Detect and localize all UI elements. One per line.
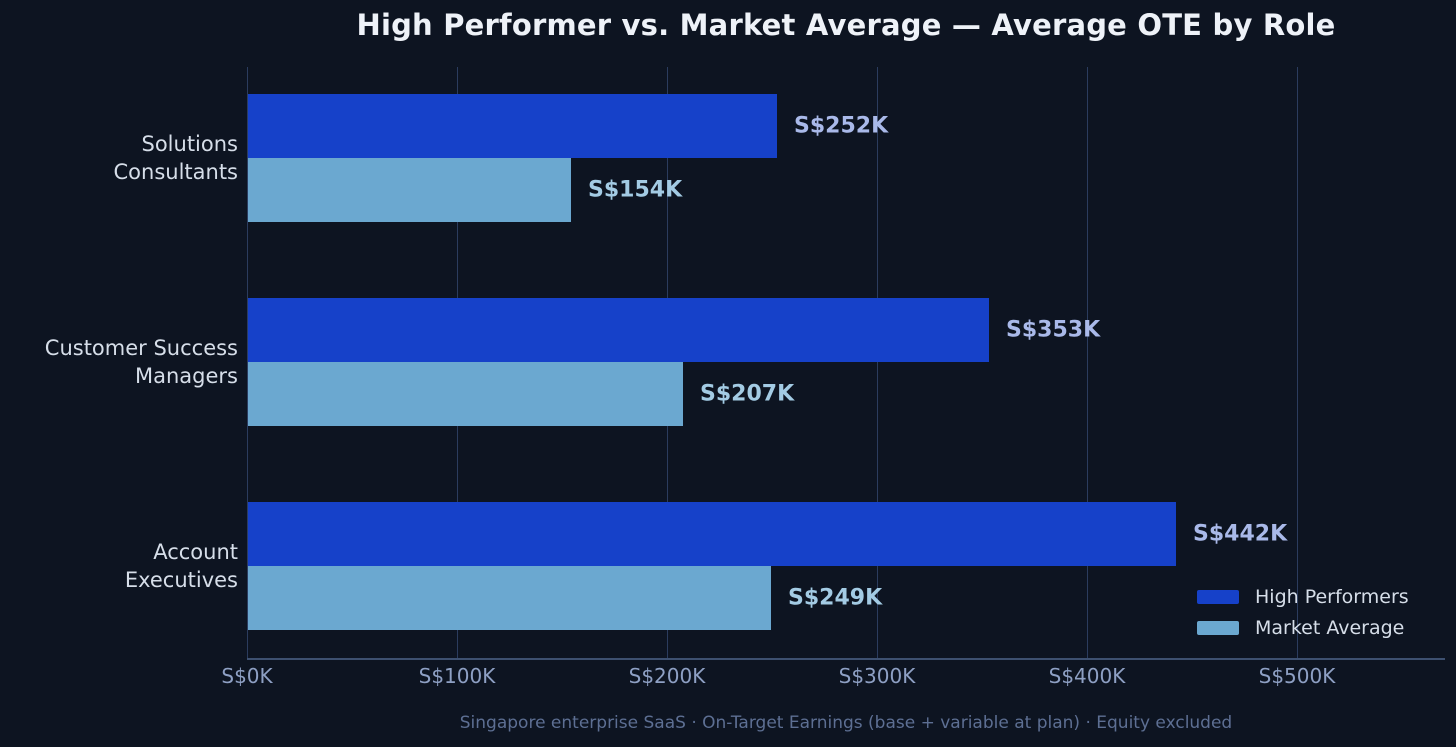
value-label-high-performers-customer-success-managers: S$353K — [1006, 317, 1101, 343]
plot-area: S$252K S$353K S$442K S$154K S$207K S$249K — [247, 67, 1445, 660]
category-label-customer-success-managers: Customer Success Managers — [44, 336, 238, 388]
legend-item-high-performers: High Performers — [1197, 586, 1409, 608]
value-label-market-average-account-executives: S$249K — [788, 585, 883, 611]
legend-swatch-market-average-icon — [1197, 621, 1239, 635]
value-label-high-performers-solutions-consultants: S$252K — [794, 113, 889, 139]
value-label-market-average-customer-success-managers: S$207K — [700, 381, 795, 407]
category-label-solutions-consultants: Solutions Consultants — [113, 132, 239, 184]
x-tick-label-0k: S$0K — [221, 664, 273, 688]
gridline-400k — [1087, 67, 1088, 658]
x-tick-label-400k: S$400K — [1048, 664, 1126, 688]
x-tick-label-100k: S$100K — [418, 664, 496, 688]
value-label-high-performers-account-executives: S$442K — [1193, 521, 1288, 547]
chart-footnote: Singapore enterprise SaaS · On-Target Ea… — [459, 713, 1233, 733]
bar-market-average-solutions-consultants — [248, 158, 571, 222]
legend-label-market-average: Market Average — [1255, 617, 1405, 639]
bar-market-average-customer-success-managers — [248, 362, 683, 426]
x-tick-label-200k: S$200K — [628, 664, 706, 688]
gridline-500k — [1297, 67, 1298, 658]
legend-label-high-performers: High Performers — [1255, 586, 1409, 608]
legend: High Performers Market Average — [1197, 586, 1409, 639]
x-tick-label-500k: S$500K — [1258, 664, 1336, 688]
x-tick-label-300k: S$300K — [838, 664, 916, 688]
bar-high-performers-customer-success-managers — [248, 298, 989, 362]
bar-high-performers-solutions-consultants — [248, 94, 777, 158]
legend-item-market-average: Market Average — [1197, 617, 1409, 639]
chart-title: High Performer vs. Market Average — Aver… — [356, 8, 1336, 42]
value-label-market-average-solutions-consultants: S$154K — [588, 177, 683, 203]
legend-swatch-high-performers-icon — [1197, 590, 1239, 604]
bar-market-average-account-executives — [248, 566, 771, 630]
bar-high-performers-account-executives — [248, 502, 1176, 566]
gridline-0k — [247, 67, 248, 658]
category-label-account-executives: Account Executives — [124, 540, 238, 592]
gridline-300k — [877, 67, 878, 658]
